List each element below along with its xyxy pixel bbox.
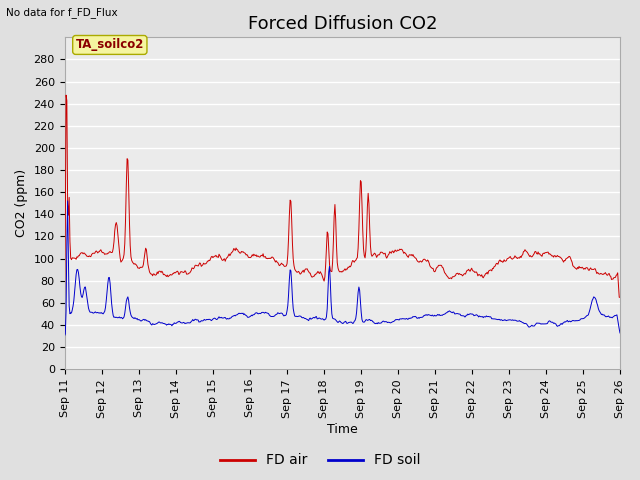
Legend: FD air, FD soil: FD air, FD soil — [214, 448, 426, 473]
Y-axis label: CO2 (ppm): CO2 (ppm) — [15, 169, 28, 237]
Text: TA_soilco2: TA_soilco2 — [76, 38, 144, 51]
X-axis label: Time: Time — [327, 423, 358, 436]
Text: No data for f_FD_Flux: No data for f_FD_Flux — [6, 7, 118, 18]
Title: Forced Diffusion CO2: Forced Diffusion CO2 — [248, 15, 437, 33]
